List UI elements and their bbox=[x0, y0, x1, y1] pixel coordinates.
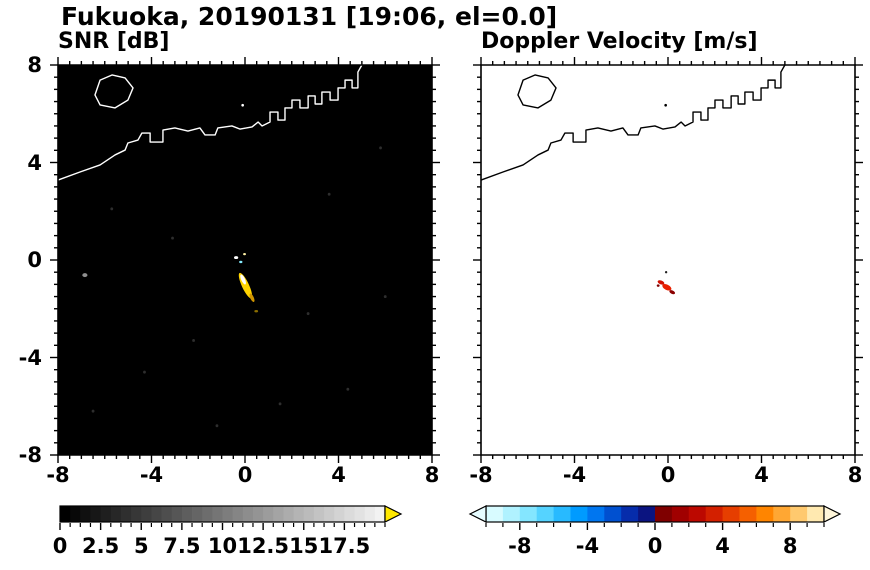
snr-panel: SNR [dB] -8 -4 0 4 8 0 2.5 5 7.5 10 12.5 15 17.5 bbox=[46, 0, 439, 570]
y-tick-label: 8 bbox=[27, 53, 42, 77]
velocity-panel: Doppler Velocity [m/s] -8 -4 0 4 8 -8 -4 0 4 8 bbox=[468, 0, 862, 570]
y-tick-label: 0 bbox=[27, 248, 42, 272]
x-tick-label: 4 bbox=[331, 463, 346, 487]
velocity-x-axis-labels: -8 -4 0 4 8 bbox=[469, 463, 862, 491]
colorbar-tick-label: -4 bbox=[575, 534, 600, 558]
x-tick-label: 0 bbox=[237, 463, 253, 487]
velocity-panel-title: Doppler Velocity [m/s] bbox=[481, 29, 758, 54]
colorbar-tick-label: 12.5 bbox=[237, 534, 290, 558]
colorbar-tick-label: 15 bbox=[289, 534, 319, 558]
velocity-plot-area bbox=[481, 65, 855, 455]
snr-colorbar: 0 2.5 5 7.5 10 12.5 15 17.5 bbox=[53, 505, 403, 565]
x-tick-label: -4 bbox=[562, 463, 587, 487]
x-tick-label: -4 bbox=[139, 463, 164, 487]
x-tick-label: 8 bbox=[424, 463, 440, 487]
velocity-colorbar: -8 -4 0 4 8 bbox=[468, 505, 842, 565]
x-tick-label: 4 bbox=[754, 463, 769, 487]
colorbar-tick-label: 17.5 bbox=[318, 534, 371, 558]
snr-x-axis-labels: -8 -4 0 4 8 bbox=[46, 463, 439, 491]
x-tick-label: -8 bbox=[469, 463, 493, 487]
y-tick-label: -4 bbox=[18, 345, 42, 370]
velocity-plot-canvas bbox=[481, 65, 855, 455]
colorbar-tick-label: 0 bbox=[52, 534, 68, 558]
colorbar-tick-label: -8 bbox=[508, 534, 532, 558]
y-axis-labels: 8 4 0 -4 -8 bbox=[0, 53, 48, 467]
colorbar-gradient bbox=[468, 505, 842, 530]
colorbar-tick-label: 2.5 bbox=[82, 534, 120, 558]
figure-title: Fukuoka, 20190131 [19:06, el=0.0] bbox=[61, 2, 558, 31]
y-tick-label: 4 bbox=[27, 150, 42, 175]
snr-plot-area bbox=[58, 65, 432, 455]
y-tick-label: -8 bbox=[18, 443, 42, 467]
colorbar-gradient bbox=[59, 505, 403, 530]
colorbar-tick-label: 10 bbox=[207, 534, 238, 558]
x-tick-label: 0 bbox=[660, 463, 676, 487]
snr-plot-canvas bbox=[58, 65, 432, 455]
colorbar-tick-label: 5 bbox=[133, 534, 149, 558]
colorbar-tick-label: 0 bbox=[647, 534, 663, 558]
x-tick-label: -8 bbox=[46, 463, 70, 487]
colorbar-tick-label: 7.5 bbox=[163, 534, 201, 558]
colorbar-tick-label: 4 bbox=[715, 534, 730, 558]
colorbar-tick-label: 8 bbox=[782, 534, 798, 558]
x-tick-label: 8 bbox=[847, 463, 863, 487]
snr-panel-title: SNR [dB] bbox=[58, 29, 170, 54]
